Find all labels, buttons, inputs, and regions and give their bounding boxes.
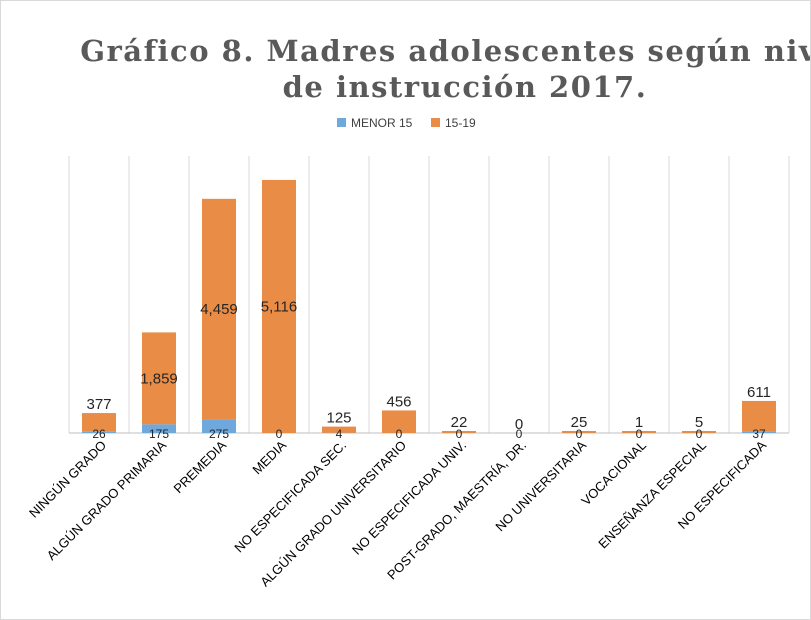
bar-menor-15 (82, 431, 116, 433)
bar-15-19 (562, 431, 596, 433)
data-label-15-19: 5,116 (261, 298, 297, 315)
x-tick-label: NO ESPECIFICADA UNIV. (349, 438, 469, 558)
x-tick-label: MEDIA (249, 437, 289, 477)
data-label-15-19: 22 (451, 414, 468, 431)
data-label-menor-15: 0 (576, 427, 583, 441)
bar-15-19 (382, 410, 416, 433)
data-label-menor-15: 0 (276, 427, 283, 441)
bar-15-19 (262, 179, 296, 433)
data-label-15-19: 5 (695, 414, 703, 431)
chart-title-line-1: Gráfico 8. Madres adolescentes según niv… (80, 34, 810, 68)
bar-15-19 (742, 400, 776, 432)
data-label-15-19: 25 (571, 414, 588, 431)
data-label-15-19: 0 (515, 416, 523, 433)
bar-menor-15 (742, 431, 776, 433)
data-label-menor-15: 0 (696, 427, 703, 441)
data-label-15-19: 456 (386, 393, 411, 410)
data-label-menor-15: 4 (336, 427, 343, 441)
legend-swatch-menor-15 (337, 118, 346, 127)
bar-15-19 (622, 431, 656, 433)
data-label-menor-15: 175 (149, 427, 169, 441)
data-label-menor-15: 0 (636, 427, 643, 441)
data-label-15-19: 125 (326, 410, 351, 427)
chart-title-line-2: de instrucción 2017. (283, 70, 648, 104)
data-label-15-19: 1 (635, 414, 643, 431)
legend-label-15-19: 15-19 (445, 116, 476, 130)
data-label-15-19: 377 (86, 396, 111, 413)
bar-menor-15 (202, 419, 236, 433)
bar-15-19 (142, 332, 176, 425)
data-label-menor-15: 37 (752, 427, 766, 441)
data-label-15-19: 1,859 (140, 370, 178, 387)
bar-15-19 (82, 413, 116, 432)
bar-15-19 (322, 426, 356, 433)
data-label-15-19: 611 (747, 384, 771, 401)
data-label-15-19: 4,459 (200, 301, 238, 318)
data-label-menor-15: 26 (92, 427, 106, 441)
legend-label-menor-15: MENOR 15 (351, 116, 413, 130)
legend-swatch-15-19 (431, 118, 440, 127)
bar-menor-15 (142, 424, 176, 433)
legend: MENOR 15 15-19 (337, 116, 476, 130)
x-tick-label: ENSEÑANZA ESPECIAL (595, 438, 709, 552)
data-label-menor-15: 0 (396, 427, 403, 441)
data-label-menor-15: 275 (209, 427, 229, 441)
bar-15-19 (202, 198, 236, 420)
gridlines (68, 156, 790, 433)
x-tick-label: PREMEDIA (170, 437, 229, 496)
bar-15-19 (682, 431, 716, 433)
bar-15-19 (442, 431, 476, 433)
data-label-menor-15: 0 (516, 427, 523, 441)
data-labels: 263771751,8592754,45905,1164125045602200… (86, 298, 770, 441)
x-tick-label: ALGÚN GRADO PRIMARIA (44, 437, 170, 563)
bars (82, 179, 776, 433)
x-tick-label: NO ESPECIFICADA SEC. (231, 438, 349, 556)
data-label-menor-15: 0 (456, 427, 463, 441)
